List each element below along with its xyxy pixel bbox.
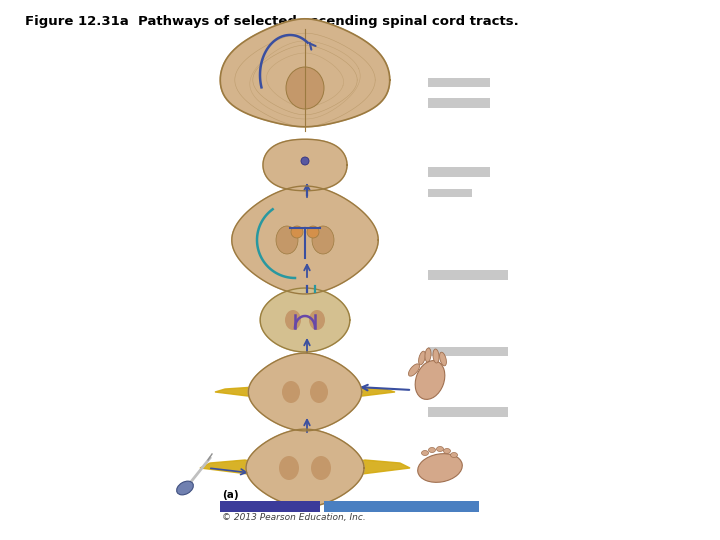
Ellipse shape [312,226,334,254]
Ellipse shape [310,381,328,403]
Ellipse shape [436,447,444,451]
Bar [428,167,490,177]
Ellipse shape [425,348,431,362]
Ellipse shape [282,381,300,403]
Bar [428,407,508,417]
Ellipse shape [276,226,298,254]
Circle shape [291,226,303,238]
Bar [220,501,320,512]
Ellipse shape [408,364,420,376]
Ellipse shape [421,450,428,456]
Polygon shape [248,353,361,431]
Ellipse shape [451,453,457,457]
Polygon shape [200,460,280,478]
Polygon shape [330,387,395,400]
Ellipse shape [285,310,301,330]
Text: (a): (a) [222,490,238,500]
Ellipse shape [279,456,299,480]
Polygon shape [263,139,347,191]
Ellipse shape [309,310,325,330]
Ellipse shape [444,449,451,454]
Polygon shape [330,460,410,478]
Bar [324,501,479,512]
Ellipse shape [440,352,446,366]
Polygon shape [246,429,364,507]
Polygon shape [215,387,280,400]
Ellipse shape [415,361,445,400]
Circle shape [301,157,309,165]
Bar [428,270,508,280]
Ellipse shape [286,67,324,109]
Polygon shape [220,19,390,127]
Polygon shape [260,288,350,352]
Bar [428,347,508,356]
Bar [428,78,490,87]
Ellipse shape [428,448,436,453]
Ellipse shape [311,456,331,480]
Polygon shape [232,186,378,294]
Ellipse shape [176,481,194,495]
Circle shape [307,226,319,238]
Ellipse shape [433,349,439,363]
Text: © 2013 Pearson Education, Inc.: © 2013 Pearson Education, Inc. [222,512,366,522]
Ellipse shape [418,454,462,482]
Text: Figure 12.31a  Pathways of selected ascending spinal cord tracts.: Figure 12.31a Pathways of selected ascen… [25,15,519,28]
Ellipse shape [418,351,426,365]
Bar [428,98,490,108]
Bar [428,189,472,197]
